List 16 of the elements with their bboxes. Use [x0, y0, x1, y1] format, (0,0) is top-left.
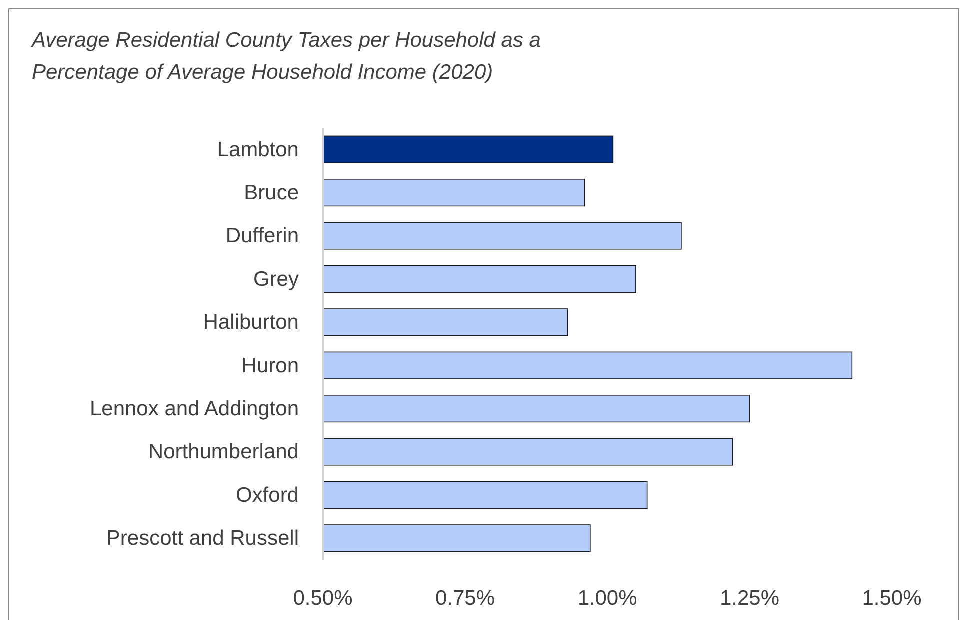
y-tick-label: Bruce	[244, 182, 299, 205]
y-tick-label: Huron	[242, 354, 299, 378]
y-tick-label: Oxford	[236, 484, 299, 507]
y-tick-label: Northumberland	[148, 440, 299, 464]
y-tick-label: Lennox and Addington	[90, 398, 299, 421]
y-tick-label: Haliburton	[203, 311, 299, 334]
y-tick-label: Grey	[253, 268, 300, 291]
x-tick-label: 0.75%	[435, 586, 496, 610]
y-tick-label: Lambton	[217, 138, 299, 162]
x-tick-label: 1.00%	[578, 586, 638, 610]
chart-title: Average Residential County Taxes per Household as a Percentage of Average Household Income (2020)	[30, 29, 541, 84]
y-tick-label: Prescott and Russell	[106, 527, 299, 550]
x-tick-label: 0.50%	[293, 586, 353, 610]
x-tick-label: 1.50%	[862, 586, 922, 610]
y-tick-label: Dufferin	[226, 224, 299, 248]
x-tick-label: 1.25%	[720, 586, 780, 610]
